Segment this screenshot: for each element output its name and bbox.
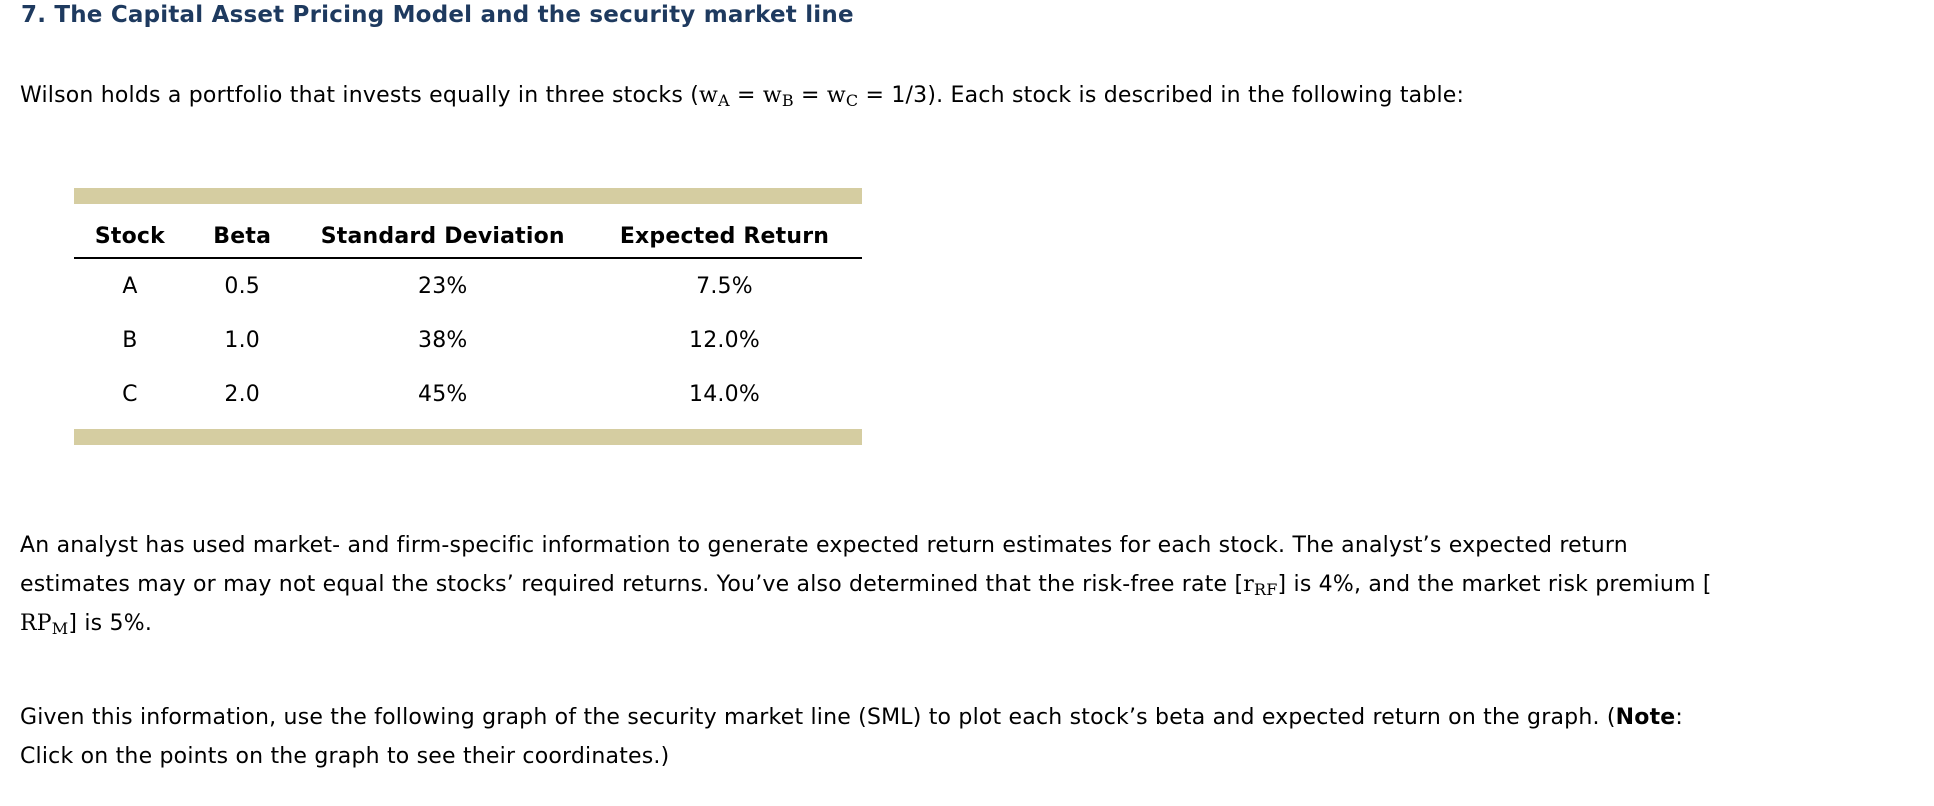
table-bottom-spacer bbox=[74, 421, 862, 429]
market-risk-premium-subscript: M bbox=[51, 619, 69, 638]
cell-stock-c-name: C bbox=[122, 381, 138, 407]
analyst-text-line1: An analyst has used market- and firm-spe… bbox=[20, 533, 1628, 558]
stock-table: Stock Beta Standard Deviation Expected R… bbox=[74, 188, 862, 445]
weight-c-symbol: wC bbox=[826, 83, 859, 110]
cell-stock-b-beta: 1.0 bbox=[224, 327, 261, 353]
intro-paragraph: Wilson holds a portfolio that invests eq… bbox=[20, 76, 1904, 115]
cell-stock-a-name: A bbox=[122, 273, 138, 299]
intro-text-1: Wilson holds a portfolio that invests eq… bbox=[20, 83, 699, 108]
table-row-stock-b: B 1.0 38% 12.0% bbox=[74, 313, 862, 367]
table-row-stock-c: C 2.0 45% 14.0% bbox=[74, 367, 862, 421]
analyst-text-line2a: estimates may or may not equal the stock… bbox=[20, 572, 1244, 597]
intro-text-2: = 1/3). Each stock is described in the f… bbox=[858, 83, 1465, 108]
instruction-paragraph: Given this information, use the followin… bbox=[20, 698, 1904, 776]
column-header-expected-return: Expected Return bbox=[586, 204, 862, 259]
analyst-text-line3: ] is 5%. bbox=[68, 611, 153, 636]
column-header-beta: Beta bbox=[185, 204, 299, 259]
risk-free-rate-symbol: rRF bbox=[1243, 572, 1278, 599]
analyst-paragraph: An analyst has used market- and firm-spe… bbox=[20, 526, 1904, 643]
cell-stock-c-beta: 2.0 bbox=[224, 381, 261, 407]
analyst-text-line2b: ] is 4%, and the market risk premium [ bbox=[1277, 572, 1712, 597]
weight-b-base: w bbox=[762, 83, 782, 108]
table-row-stock-a: A 0.5 23% 7.5% bbox=[74, 258, 862, 313]
market-risk-premium-symbol: RPM bbox=[20, 611, 69, 638]
equals-sign: = bbox=[793, 83, 827, 108]
cell-stock-b-expected-return: 12.0% bbox=[689, 327, 760, 353]
cell-stock-a-std-dev: 23% bbox=[418, 273, 468, 299]
table-bottom-border-bar bbox=[74, 429, 862, 445]
table-top-border-bar bbox=[74, 188, 862, 204]
table-header-row: Stock Beta Standard Deviation Expected R… bbox=[74, 204, 862, 259]
column-header-stock: Stock bbox=[74, 204, 186, 259]
cell-stock-c-std-dev: 45% bbox=[418, 381, 468, 407]
note-label: Note bbox=[1615, 705, 1676, 730]
weight-b-subscript: B bbox=[781, 91, 794, 110]
equals-sign: = bbox=[729, 83, 763, 108]
instruction-text-line1: Given this information, use the followin… bbox=[20, 705, 1616, 730]
market-risk-premium-base: RP bbox=[20, 611, 52, 636]
weight-c-subscript: C bbox=[845, 91, 859, 110]
note-colon: : bbox=[1675, 705, 1684, 730]
weight-a-subscript: A bbox=[718, 91, 730, 110]
cell-stock-b-std-dev: 38% bbox=[418, 327, 468, 353]
cell-stock-c-expected-return: 14.0% bbox=[689, 381, 760, 407]
cell-stock-a-expected-return: 7.5% bbox=[696, 273, 753, 299]
risk-free-rate-subscript: RF bbox=[1253, 580, 1278, 599]
risk-free-rate-base: r bbox=[1243, 572, 1254, 597]
cell-stock-a-beta: 0.5 bbox=[224, 273, 261, 299]
weight-a-base: w bbox=[699, 83, 719, 108]
weight-a-symbol: wA bbox=[699, 83, 730, 110]
column-header-standard-deviation: Standard Deviation bbox=[298, 204, 587, 259]
weight-c-base: w bbox=[826, 83, 846, 108]
instruction-text-line2: Click on the points on the graph to see … bbox=[20, 744, 670, 769]
question-title: 7. The Capital Asset Pricing Model and t… bbox=[21, 2, 854, 28]
cell-stock-b-name: B bbox=[122, 327, 138, 353]
weight-b-symbol: wB bbox=[762, 83, 794, 110]
